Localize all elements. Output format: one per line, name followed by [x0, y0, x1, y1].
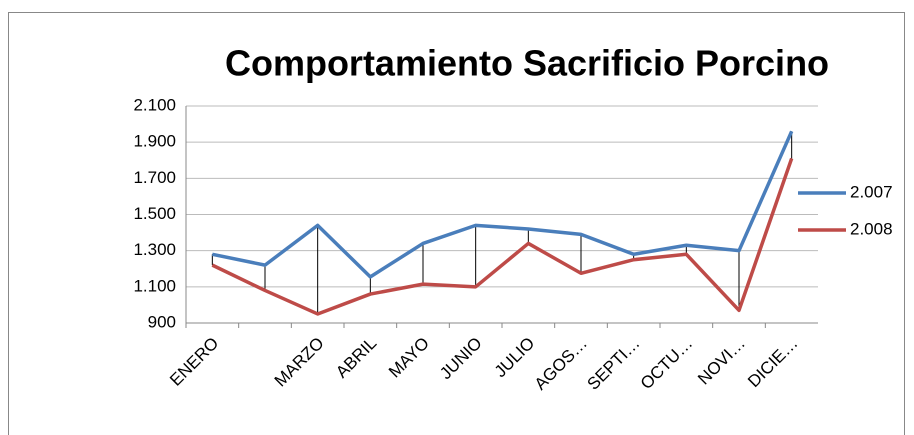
- series-line: [211, 157, 794, 316]
- x-tick-label: ABRIL: [332, 334, 380, 382]
- y-tick-label: 1.900: [133, 132, 176, 151]
- y-tick-label: 1.300: [133, 240, 176, 259]
- x-tick-label: DICIE…: [744, 334, 802, 392]
- x-tick-label: JUNIO: [436, 334, 485, 383]
- chart-title: Comportamiento Sacrificio Porcino: [225, 43, 829, 84]
- y-tick-label: 900: [148, 312, 176, 331]
- x-tick-label: NOVI…: [694, 334, 749, 389]
- x-tick-label: JULIO: [491, 334, 539, 382]
- chart-border: [8, 12, 905, 435]
- y-tick-label: 1.100: [133, 276, 176, 295]
- y-tick-label: 1.700: [133, 168, 176, 187]
- x-tick-label: OCTU…: [637, 334, 697, 394]
- series-line: [211, 130, 794, 279]
- legend-label: 2.007: [850, 182, 893, 201]
- y-tick-label: 1.500: [133, 204, 176, 223]
- legend-label: 2.008: [850, 219, 893, 238]
- x-tick-label: MARZO: [271, 334, 328, 391]
- x-tick-label: ENERO: [166, 334, 222, 390]
- x-tick-label: MAYO: [385, 334, 433, 382]
- x-tick-label: SEPTI…: [583, 334, 643, 394]
- y-tick-label: 2.100: [133, 95, 176, 114]
- x-tick-label: AGOS…: [531, 334, 591, 394]
